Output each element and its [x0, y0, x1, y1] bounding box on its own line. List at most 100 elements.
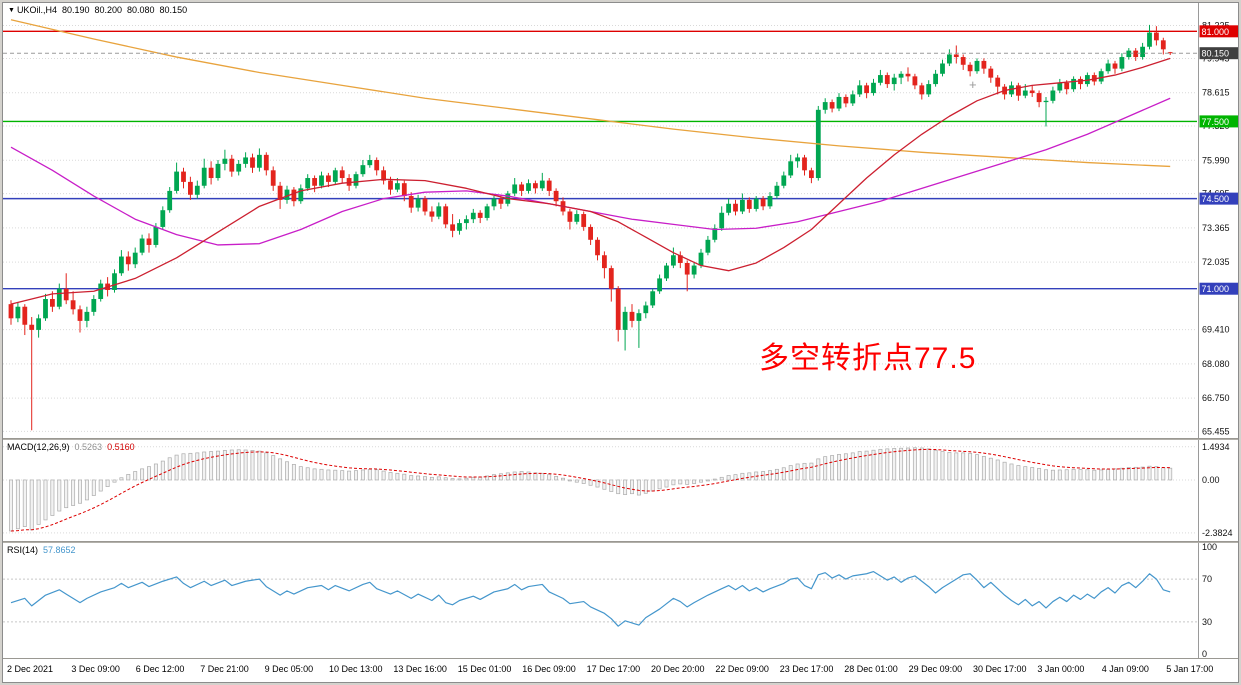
candle-body [360, 165, 366, 175]
macd-histogram-bar [975, 454, 979, 481]
candle-body [50, 299, 55, 307]
y-tick-label: 1.4934 [1202, 442, 1230, 452]
candle-body [608, 268, 614, 289]
macd-histogram-bar [1168, 467, 1173, 481]
candle-body [1154, 32, 1159, 41]
candle-body [905, 73, 911, 77]
candle-body [760, 198, 766, 207]
time-label: 6 Dec 12:00 [135, 664, 185, 674]
macd-histogram-bar [285, 461, 289, 481]
candle-body [643, 305, 649, 314]
open-value: 80.190 [61, 5, 90, 15]
macd-histogram-bar [457, 478, 462, 481]
candle-body [967, 64, 973, 72]
macd-histogram-bar [1092, 469, 1097, 481]
macd-histogram-bar [257, 450, 262, 481]
candle-body [843, 96, 849, 104]
candle-body [795, 157, 800, 162]
candle-body [664, 265, 669, 279]
time-label: 3 Dec 09:00 [71, 664, 120, 674]
macd-histogram-bar [485, 475, 490, 481]
candle-body [726, 203, 731, 213]
candle-body [822, 102, 828, 110]
candle-body [222, 158, 228, 164]
macd-histogram-bar [243, 449, 248, 481]
macd-histogram-bar [498, 473, 503, 481]
macd-histogram-bar [91, 479, 96, 496]
panel-splitter[interactable] [3, 438, 1238, 440]
candle-body [63, 288, 69, 301]
candle-body [208, 167, 214, 179]
candle-body [864, 85, 869, 94]
macd-histogram-bar [291, 464, 296, 481]
macd-histogram-bar [202, 451, 207, 481]
macd-histogram-bar [374, 469, 379, 481]
candle-body [629, 311, 635, 321]
macd-histogram-bar [830, 455, 835, 481]
macd-histogram-bar [857, 451, 862, 481]
macd-histogram-bar [140, 468, 145, 481]
candle-body [698, 252, 704, 266]
candle-body [132, 252, 138, 265]
y-tick-label: 0 [1202, 649, 1207, 658]
macd-histogram-bar [147, 466, 151, 481]
macd-histogram-bar [229, 449, 234, 481]
candle-body [188, 181, 193, 195]
candle-body [70, 300, 76, 310]
candle-body [988, 68, 994, 78]
candle-body [781, 175, 787, 186]
macd-histogram-bar [388, 472, 393, 481]
rsi-chart-canvas[interactable]: 100 70 30 0 [3, 543, 1238, 658]
candle-body [926, 84, 932, 95]
macd-histogram-bar [305, 467, 310, 481]
price-chart-canvas[interactable]: 81.22579.94578.61577.32075.99074.69573.3… [3, 3, 1238, 438]
macd-histogram-bar [816, 458, 821, 481]
candle-body [181, 171, 186, 182]
candle-body [498, 198, 504, 204]
macd-chart-canvas[interactable]: 1.4934 0.00 -2.3824 [3, 440, 1238, 541]
y-tick-label: 0.00 [1202, 475, 1220, 485]
macd-histogram-bar [36, 479, 41, 525]
macd-histogram-bar [1002, 461, 1007, 481]
macd-histogram-bar [298, 466, 303, 481]
candle-body [1098, 71, 1104, 82]
macd-histogram-bar [899, 447, 904, 481]
candle-body [581, 214, 587, 227]
candle-body [1016, 85, 1021, 96]
candle-body [1147, 32, 1152, 47]
time-axis[interactable]: 2 Dec 2021 3 Dec 09:00 6 Dec 12:00 7 Dec 21… [3, 658, 1238, 682]
chart-annotation-text[interactable]: 多空转折点77.5 [759, 342, 977, 375]
macd-histogram-bar [278, 458, 283, 481]
candle-body [22, 306, 28, 325]
candle-body [381, 170, 386, 181]
high-value: 80.200 [94, 5, 123, 15]
macd-histogram-bar [919, 447, 924, 481]
candle-body [691, 265, 697, 275]
candle-body [829, 102, 835, 109]
candle-body [753, 198, 759, 209]
macd-histogram-bar [623, 479, 628, 495]
panel-splitter[interactable] [3, 541, 1238, 543]
macd-histogram-bar [71, 479, 76, 506]
macd-histogram-bar [1078, 469, 1083, 481]
macd-histogram-bar [636, 479, 641, 496]
macd-histogram-bar [367, 468, 372, 481]
candle-body [567, 211, 573, 222]
y-tick-label: 66.750 [1202, 393, 1230, 403]
time-label: 10 Dec 13:00 [329, 664, 383, 674]
candle-body [250, 157, 255, 168]
candle-body [443, 206, 449, 225]
macd-histogram-bar [781, 467, 786, 481]
macd-histogram-bar [906, 447, 910, 481]
macd-histogram-bar [788, 465, 793, 481]
rsi-label: RSI(14) 57.8652 [7, 545, 81, 555]
candle-body [1112, 63, 1118, 69]
candle-body [650, 291, 656, 306]
object-anchor-icon: + [969, 77, 977, 92]
candle-body [602, 255, 607, 269]
macd-histogram-bar [671, 479, 676, 486]
candle-body [1064, 82, 1070, 90]
candle-body [367, 160, 373, 166]
macd-histogram-bar [774, 468, 779, 481]
